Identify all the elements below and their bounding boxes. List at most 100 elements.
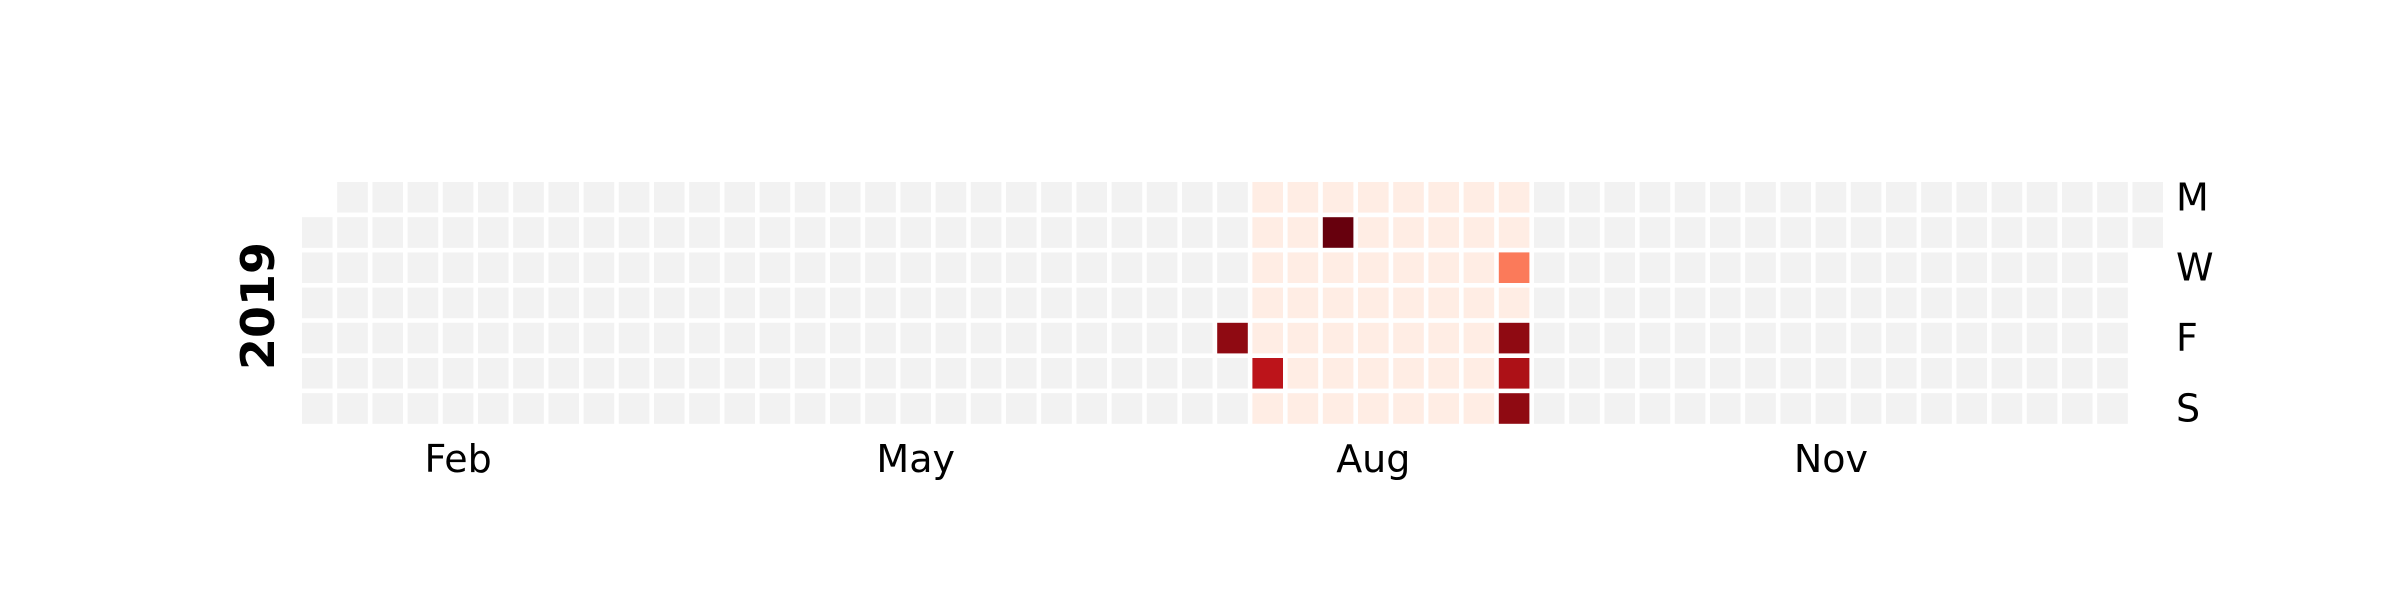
day-cell (1182, 287, 1213, 319)
day-cell (1006, 287, 1037, 319)
day-cell (1534, 322, 1565, 354)
day-cell (1463, 217, 1495, 248)
day-cell (1745, 182, 1776, 213)
day-cell (1463, 182, 1495, 213)
day-cell (1287, 358, 1319, 389)
day-cell (302, 322, 333, 354)
day-cell (1393, 393, 1424, 424)
day-cell (1710, 358, 1741, 389)
day-cell (302, 287, 333, 319)
day-cell (689, 252, 720, 283)
highlighted-day-cell (1498, 393, 1530, 424)
day-cell (618, 393, 650, 424)
day-cell (442, 393, 474, 424)
day-cell (372, 322, 403, 354)
day-cell (1322, 182, 1354, 213)
day-cell (1639, 358, 1671, 389)
day-cell (1006, 393, 1037, 424)
day-cell (478, 217, 509, 248)
day-cell (1850, 358, 1882, 389)
day-cell (2062, 217, 2093, 248)
day-cell (1639, 252, 1671, 283)
day-cell (1006, 182, 1037, 213)
day-cell (1956, 287, 1987, 319)
day-cell (337, 322, 368, 354)
day-cell (1287, 393, 1319, 424)
day-cell (618, 358, 650, 389)
day-cell (1358, 217, 1389, 248)
day-cell (1428, 322, 1459, 354)
day-cell (2097, 217, 2128, 248)
day-cell (1463, 358, 1495, 389)
day-cell (1076, 322, 1107, 354)
day-cell (794, 322, 826, 354)
year-label: 2019 (231, 242, 285, 370)
day-cell (583, 252, 615, 283)
day-cell (759, 287, 791, 319)
day-cell (372, 182, 403, 213)
day-cell (865, 182, 896, 213)
day-cell (689, 287, 720, 319)
day-cell (1710, 252, 1741, 283)
day-cell (1780, 393, 1811, 424)
day-cell (1428, 287, 1459, 319)
day-cell (1358, 358, 1389, 389)
day-cell (1252, 287, 1283, 319)
day-cell (1639, 217, 1671, 248)
day-cell (1146, 182, 1178, 213)
day-cell (618, 252, 650, 283)
day-cell (1991, 182, 2023, 213)
day-cell (1287, 217, 1319, 248)
day-cell (1815, 287, 1847, 319)
day-cell (548, 252, 579, 283)
day-cell (1393, 182, 1424, 213)
day-cell (1780, 358, 1811, 389)
day-cell (1111, 393, 1143, 424)
day-cell (1111, 182, 1143, 213)
day-cell (794, 358, 826, 389)
day-cell (478, 287, 509, 319)
day-cell (1886, 358, 1917, 389)
day-cell (2062, 322, 2093, 354)
day-cell (1358, 322, 1389, 354)
day-cell (618, 287, 650, 319)
day-cell (1815, 182, 1847, 213)
day-cell (759, 393, 791, 424)
day-cell (1780, 182, 1811, 213)
day-cell (1252, 252, 1283, 283)
day-cell (1886, 217, 1917, 248)
day-cell (935, 393, 967, 424)
day-cell (1956, 182, 1987, 213)
day-cell (2097, 322, 2128, 354)
day-cell (372, 287, 403, 319)
day-cell (1322, 393, 1354, 424)
day-cell (724, 287, 755, 319)
day-cell (1358, 393, 1389, 424)
day-cell (513, 287, 544, 319)
day-cell (2097, 252, 2128, 283)
day-cell (1850, 217, 1882, 248)
day-cell (337, 252, 368, 283)
day-cell (1252, 217, 1283, 248)
day-cell (794, 287, 826, 319)
day-cell (1886, 393, 1917, 424)
day-cell (513, 252, 544, 283)
day-cell (1182, 393, 1213, 424)
day-cell (1463, 322, 1495, 354)
day-cell (654, 287, 685, 319)
day-cell (1569, 182, 1600, 213)
day-cell (1886, 322, 1917, 354)
day-cell (583, 322, 615, 354)
day-cell (1322, 252, 1354, 283)
day-cell (865, 322, 896, 354)
day-cell (1358, 182, 1389, 213)
day-cell (1217, 182, 1248, 213)
day-cell (1674, 217, 1706, 248)
day-cell (302, 252, 333, 283)
day-cell (1745, 393, 1776, 424)
day-cell (689, 358, 720, 389)
day-cell (548, 322, 579, 354)
day-cell (1322, 287, 1354, 319)
day-cell (1076, 217, 1107, 248)
day-cell (442, 252, 474, 283)
